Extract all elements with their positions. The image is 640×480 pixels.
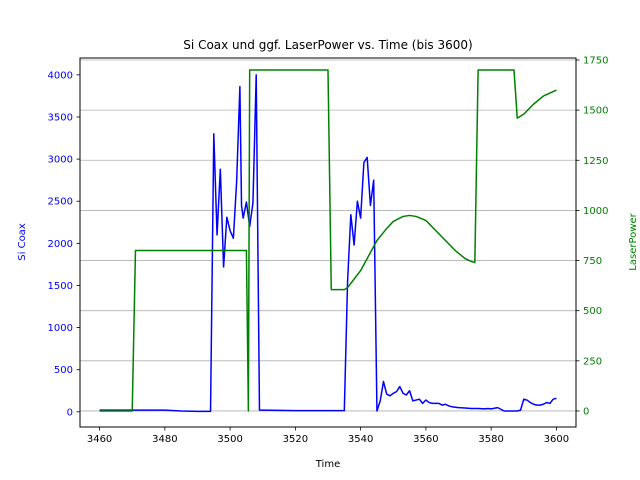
left-y-axis-label: Si Coax [17, 223, 28, 261]
x-tick-label: 3540 [348, 434, 373, 445]
si-coax-line [99, 74, 557, 413]
left-y-tick-label: 4000 [48, 70, 73, 81]
x-axis-label: Time [315, 459, 340, 470]
chart-title: Si Coax und ggf. LaserPower vs. Time (bi… [183, 38, 472, 52]
laserpower-line [99, 69, 557, 412]
x-tick-label: 3460 [87, 434, 112, 445]
left-y-tick-label: 500 [54, 365, 73, 376]
x-axis-ticks: 3460 3480 3500 3520 3540 3560 3580 3600 [87, 427, 569, 445]
left-y-tick-label: 3500 [48, 112, 73, 123]
right-y-tick-label: 750 [583, 256, 602, 267]
x-tick-label: 3520 [283, 434, 308, 445]
right-y-axis-ticks: 0 250 500 750 1000 1250 1500 1750 [576, 56, 608, 417]
right-y-tick-label: 1000 [583, 206, 608, 217]
left-y-tick-label: 2500 [48, 197, 73, 208]
x-tick-label: 3500 [217, 434, 242, 445]
left-y-tick-label: 1500 [48, 281, 73, 292]
left-y-tick-label: 3000 [48, 155, 73, 166]
x-tick-label: 3580 [478, 434, 503, 445]
x-tick-label: 3480 [152, 434, 177, 445]
left-y-tick-label: 0 [67, 407, 73, 418]
plot-frame [79, 57, 577, 428]
right-y-axis-label: LaserPower [628, 212, 639, 270]
right-y-tick-label: 1250 [583, 156, 608, 167]
series-layer [99, 69, 557, 413]
x-tick-label: 3600 [544, 434, 569, 445]
x-tick-label: 3560 [413, 434, 438, 445]
right-y-tick-label: 250 [583, 356, 602, 367]
left-y-axis-ticks: 0 500 1000 1500 2000 2500 3000 3500 4000 [48, 70, 80, 418]
left-y-tick-label: 2000 [48, 239, 73, 250]
right-y-tick-label: 0 [583, 406, 589, 417]
right-y-tick-label: 1500 [583, 106, 608, 117]
gridlines [80, 59, 576, 412]
right-y-tick-label: 500 [583, 306, 602, 317]
left-y-tick-label: 1000 [48, 323, 73, 334]
right-y-tick-label: 1750 [583, 56, 608, 67]
